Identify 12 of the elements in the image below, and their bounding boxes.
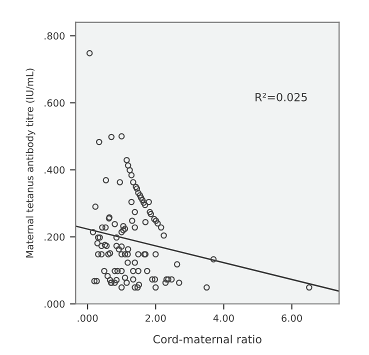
annotation: R²=0.025	[256, 92, 307, 102]
y-tick-label: .200	[44, 233, 65, 241]
x-tick-label: 2.00	[146, 314, 166, 322]
y-axis-title: Maternal tetanus antibody titre (IU/mL)	[26, 68, 36, 258]
y-tick-label: .400	[44, 166, 65, 174]
x-tick-label: .000	[78, 314, 98, 322]
y-tick-label: .600	[44, 99, 65, 107]
x-tick-label: 6.00	[282, 314, 302, 322]
x-axis-title: Cord-maternal ratio	[153, 334, 262, 344]
y-tick-label: .800	[44, 32, 65, 40]
x-tick-label: 4.00	[213, 314, 234, 322]
y-tick-label: .000	[44, 300, 65, 308]
